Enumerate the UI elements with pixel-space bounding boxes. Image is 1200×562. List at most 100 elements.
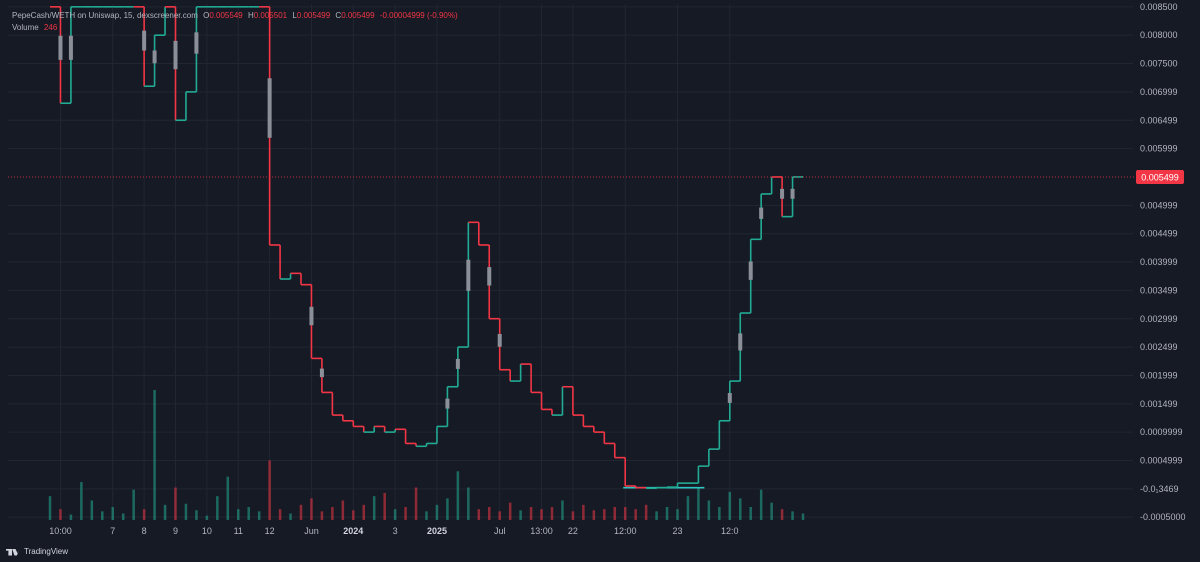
volume-bar — [226, 476, 230, 520]
tradingview-attribution[interactable]: TradingView — [6, 544, 68, 558]
volume-bar — [676, 509, 679, 520]
volume-bar — [425, 511, 428, 520]
volume-bar — [540, 509, 543, 520]
volume-bar — [571, 511, 575, 520]
candle-body — [738, 333, 743, 351]
volume-bar — [498, 511, 501, 520]
volume-bar — [268, 460, 271, 520]
volume-bar — [142, 509, 146, 520]
y-tick-label: 0.001999 — [1140, 370, 1178, 380]
volume-bar — [121, 513, 125, 520]
low-label: L — [292, 11, 297, 20]
volume-bar — [603, 509, 606, 520]
volume-bar — [780, 509, 784, 520]
volume-bar — [184, 503, 188, 520]
time-axis[interactable]: 10:00 7 8 9 10 11 12 Jun 2024 3 2025 Jul 13:00 22 12:0… — [49, 526, 738, 536]
volume-bar — [508, 502, 512, 520]
volume-bar — [707, 500, 711, 520]
volume-bar — [48, 496, 52, 520]
volume-bar — [320, 511, 324, 520]
volume-value: 246 — [43, 23, 58, 32]
volume-bar — [728, 491, 732, 520]
legend-volume-row: Volume 246 — [12, 22, 458, 34]
volume-bar — [446, 498, 449, 520]
x-tick-label: 10 — [202, 526, 212, 536]
x-tick-label: 23 — [672, 526, 682, 536]
candle-body — [466, 259, 471, 291]
y-tick-label: 0.004499 — [1140, 229, 1178, 239]
volume-bar — [435, 504, 439, 520]
tradingview-logo-icon — [6, 547, 20, 556]
volume-bar — [299, 504, 303, 520]
volume-bar — [362, 504, 366, 520]
x-tick-label: 3 — [393, 526, 398, 536]
volume-bar — [801, 513, 805, 520]
volume-bar — [414, 487, 418, 520]
volume-bar — [195, 510, 198, 520]
candle-body — [759, 207, 764, 219]
high-label: H — [247, 11, 254, 20]
open-value: 0.005549 — [209, 11, 243, 20]
chart-legend: PepeCash/WETH on Uniswap, 15, dexscreene… — [12, 10, 458, 34]
candle-body — [727, 392, 732, 403]
x-tick-label: Jul — [494, 526, 506, 536]
candle-body — [780, 188, 785, 199]
x-tick-label: 13:00 — [530, 526, 553, 536]
volume-bar — [644, 504, 648, 520]
candle-body — [309, 306, 314, 326]
candle-body — [142, 30, 147, 51]
volume-bar — [80, 482, 83, 520]
x-tick-label: 2025 — [427, 526, 447, 536]
volume-bar — [613, 507, 617, 520]
volume-bar — [404, 507, 407, 520]
y-tick-label: -0.0005000 — [1140, 512, 1186, 522]
volume-bar — [718, 507, 721, 520]
x-tick-label: 8 — [142, 526, 147, 536]
change-value: -0.00004999 (-0.90%) — [379, 11, 458, 20]
volume-bar — [529, 507, 533, 520]
tradingview-brand: TradingView — [24, 546, 69, 556]
volume-bar — [393, 509, 397, 520]
open-label: O — [203, 11, 210, 20]
candle-body — [319, 368, 324, 378]
x-tick-label: 12:0 — [721, 526, 739, 536]
legend-ohlc-row: PepeCash/WETH on Uniswap, 15, dexscreene… — [12, 10, 458, 22]
x-tick-label: Jun — [304, 526, 319, 536]
price-axis[interactable]: 0.008500 0.008000 0.007500 0.006999 0.006499… — [1140, 2, 1186, 522]
candle-body — [455, 358, 460, 369]
x-tick-label: 12:00 — [614, 526, 637, 536]
volume-bar — [655, 511, 658, 520]
y-tick-label: 0.008000 — [1140, 30, 1178, 40]
volume-bar — [341, 500, 345, 520]
close-label: C — [335, 11, 342, 20]
candle-body — [748, 261, 753, 280]
current-price-label: 0.005499 — [1141, 173, 1179, 183]
low-value: 0.005499 — [296, 11, 331, 20]
current-price-line-group: 0.005499 — [8, 170, 1184, 185]
volume-bar — [289, 513, 292, 520]
volume-bar — [561, 500, 564, 520]
volume-bar — [257, 511, 261, 520]
y-tick-label: 0.002999 — [1140, 314, 1178, 324]
candle-body — [152, 50, 157, 64]
x-tick-label: 2024 — [343, 526, 363, 536]
y-tick-label: 0.006499 — [1140, 115, 1178, 125]
volume-bar — [592, 510, 596, 520]
volume-bar — [791, 511, 794, 520]
x-tick-label: 11 — [234, 526, 243, 536]
grid-lines — [8, 4, 1133, 520]
candlesticks — [50, 6, 803, 490]
x-tick-label: 22 — [568, 526, 578, 536]
y-tick-label: 0.001499 — [1140, 399, 1178, 409]
volume-bar — [738, 498, 742, 520]
volume-bar — [477, 509, 481, 520]
volume-bar — [383, 492, 386, 520]
volume-bar — [770, 502, 773, 520]
volume-bar — [665, 507, 669, 520]
volume-bar — [372, 496, 376, 520]
close-value: 0.005499 — [341, 11, 375, 20]
x-tick-label: 12 — [265, 526, 275, 536]
